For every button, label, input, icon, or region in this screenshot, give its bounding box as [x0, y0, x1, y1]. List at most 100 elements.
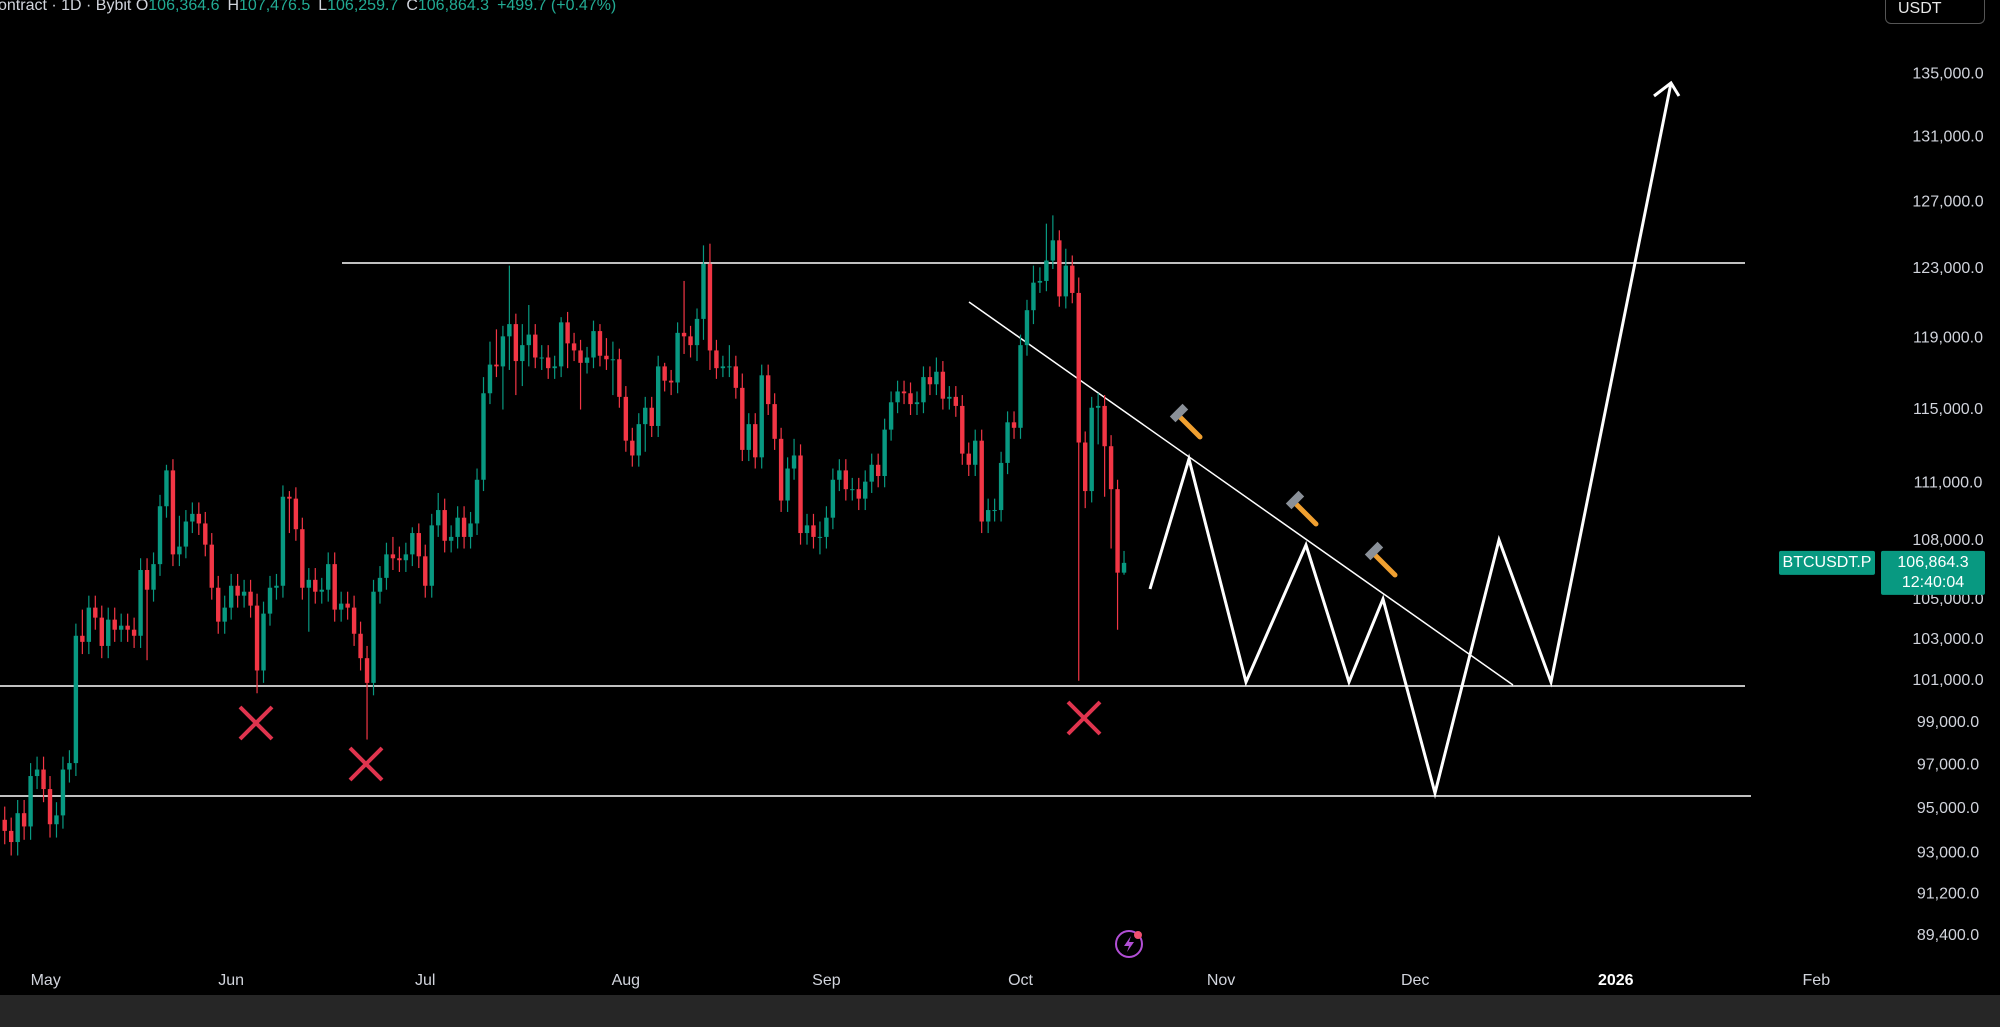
- legend-key: H: [227, 0, 240, 14]
- candle-body: [578, 350, 583, 363]
- candle-body: [701, 263, 706, 319]
- candle-body: [67, 763, 72, 770]
- candle-body: [416, 533, 421, 557]
- x-tick-label: Jul: [415, 972, 435, 989]
- hammer-head: [1285, 490, 1305, 510]
- candle-body: [1011, 422, 1017, 428]
- symbol-box: [1779, 550, 1875, 575]
- replay-icon[interactable]: [1115, 930, 1143, 958]
- candle-body: [254, 605, 260, 671]
- candle-body: [345, 603, 350, 608]
- y-tick-label: 127,000.0: [1912, 193, 1983, 210]
- candle-body: [597, 331, 603, 356]
- candle-body: [106, 619, 111, 646]
- drawings: [0, 80, 1751, 799]
- candle-body: [520, 345, 525, 362]
- candle-body: [804, 525, 810, 534]
- candle-body: [655, 366, 661, 426]
- candle-body: [1005, 422, 1010, 463]
- candle-body: [1070, 265, 1075, 293]
- candle-body: [591, 331, 596, 358]
- candle-body: [727, 366, 732, 368]
- candle-body: [448, 536, 454, 541]
- candle-body: [934, 371, 939, 385]
- candle-body: [985, 510, 991, 522]
- candle-body: [571, 343, 577, 351]
- icon-ring: [1115, 930, 1143, 958]
- candle-body: [131, 629, 137, 636]
- legend-change: +499.7 (+0.47%): [497, 0, 617, 14]
- candle-body: [552, 366, 557, 369]
- candle-body: [319, 589, 324, 592]
- y-tick-label: 111,000.0: [1914, 475, 1983, 492]
- candle-body: [604, 355, 609, 360]
- candle-body: [623, 396, 629, 441]
- candle-body: [617, 359, 622, 397]
- x-tick-label: Dec: [1401, 972, 1429, 989]
- candle-body: [869, 464, 874, 482]
- candle-body: [384, 554, 389, 578]
- x-tick-label: Jun: [218, 972, 244, 989]
- hammer-handle: [1291, 499, 1319, 527]
- candle-body: [306, 579, 312, 588]
- candle-body: [1050, 240, 1056, 261]
- y-tick-label: 93,000.0: [1917, 844, 1979, 861]
- legend-key: C: [406, 0, 418, 14]
- candle-body: [125, 625, 130, 630]
- candle-body: [60, 769, 66, 816]
- y-tick-label: 99,000.0: [1917, 714, 1979, 731]
- candle-body: [196, 513, 202, 524]
- candle-body: [429, 525, 434, 586]
- candle-body: [863, 481, 868, 499]
- candle-body: [998, 462, 1004, 511]
- countdown-label: 12:40:04: [1902, 574, 1964, 591]
- icon-dot: [1134, 931, 1142, 939]
- candle-body: [1057, 240, 1062, 297]
- x-tick-label: Aug: [612, 972, 640, 989]
- candle-body: [759, 375, 764, 458]
- candle-body: [901, 391, 907, 394]
- candle-body: [1063, 265, 1068, 297]
- x-mark: [348, 746, 384, 782]
- candle-body: [47, 789, 53, 825]
- candle-body: [921, 377, 926, 403]
- legend-key: O: [135, 0, 149, 14]
- candle-body: [507, 324, 512, 337]
- trend-line: [968, 301, 1514, 686]
- x-tick-label: May: [31, 972, 61, 989]
- candle-body: [940, 371, 946, 399]
- candle-body: [966, 453, 971, 465]
- bottom-bar: [0, 995, 2000, 1027]
- candle-body: [494, 364, 499, 367]
- candle-body: [461, 517, 467, 537]
- candle-body: [73, 635, 79, 764]
- candle-body: [293, 498, 299, 530]
- legend-key: L: [318, 0, 328, 14]
- candle-body: [338, 603, 344, 610]
- candle-body: [1108, 446, 1114, 490]
- candle-body: [403, 554, 409, 561]
- y-tick-label: 103,000.0: [1912, 631, 1983, 648]
- candle-body: [287, 496, 292, 499]
- x-tick-label: Sep: [812, 972, 841, 989]
- candle-body: [558, 322, 564, 367]
- candle-body: [1083, 442, 1088, 492]
- currency-button[interactable]: USDT: [1885, 0, 1985, 24]
- candle-body: [927, 377, 933, 385]
- candle-body: [280, 496, 286, 586]
- candle-body: [474, 479, 480, 524]
- candle-body: [992, 510, 997, 512]
- candle-body: [8, 830, 14, 843]
- candle-body: [778, 438, 784, 501]
- candle-body: [643, 407, 648, 425]
- candle-body: [668, 380, 674, 383]
- candle-body: [15, 813, 20, 843]
- candle-body: [93, 607, 98, 618]
- candle-body: [785, 468, 790, 501]
- icon-bolt: [1124, 936, 1134, 952]
- x-marks: [238, 700, 1102, 782]
- candle-body: [908, 393, 913, 405]
- candle-body: [364, 658, 370, 683]
- price-tag: BTCUSDT.P 106,864.3 12:40:04: [1779, 550, 1985, 595]
- y-tick-label: 91,200.0: [1917, 885, 1979, 902]
